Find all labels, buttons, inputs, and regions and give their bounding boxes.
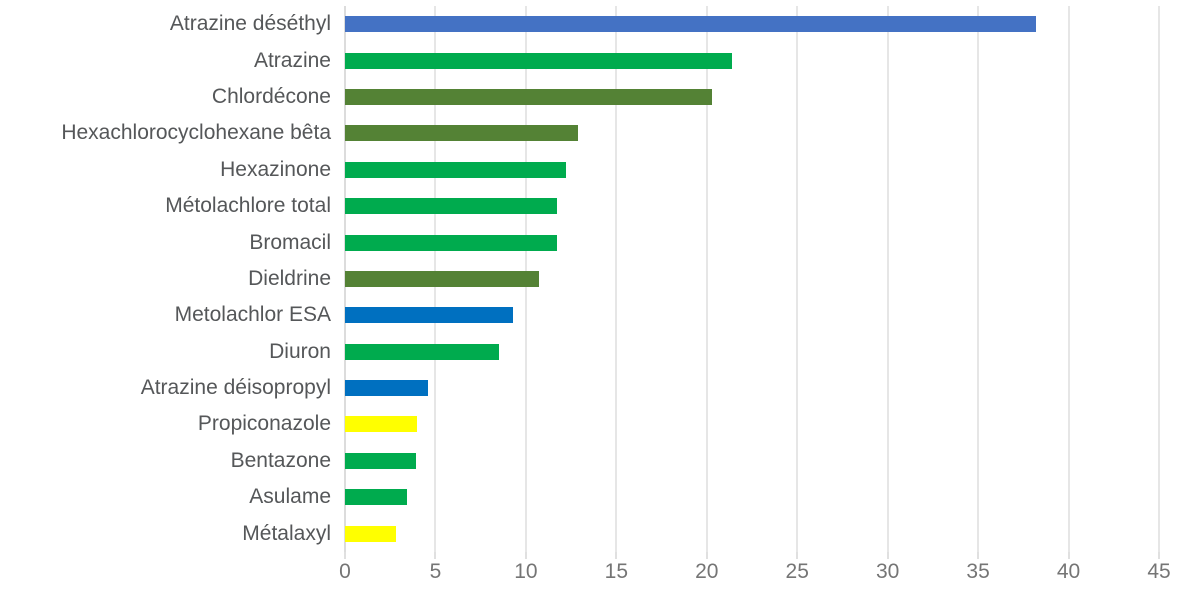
category-label: Dieldrine bbox=[248, 266, 331, 290]
plot-area bbox=[344, 6, 1160, 559]
x-axis-tickmark bbox=[796, 552, 799, 559]
bar-row bbox=[345, 42, 1159, 78]
category-label: Hexazinone bbox=[220, 157, 331, 181]
gridline bbox=[886, 6, 889, 552]
bar bbox=[345, 88, 713, 105]
x-axis-tick-label: 35 bbox=[966, 560, 990, 583]
bar bbox=[345, 234, 557, 251]
gridline bbox=[977, 6, 980, 552]
bar bbox=[345, 270, 539, 287]
bar-row bbox=[345, 6, 1159, 42]
bar bbox=[345, 380, 429, 397]
bar bbox=[345, 125, 579, 142]
bar bbox=[345, 416, 418, 433]
category-label: Asulame bbox=[249, 485, 331, 509]
x-axis-tick-label: 15 bbox=[604, 560, 629, 583]
bar-row bbox=[345, 152, 1159, 188]
bar-row bbox=[345, 443, 1159, 479]
category-label: Propiconazole bbox=[197, 412, 331, 436]
category-label: Atrazine bbox=[253, 48, 331, 72]
bar-row bbox=[345, 79, 1159, 115]
x-axis-tickmark bbox=[524, 552, 527, 559]
bar bbox=[345, 161, 566, 178]
bar bbox=[345, 489, 407, 506]
category-label: Chlordécone bbox=[211, 84, 331, 108]
category-label: Metolachlor ESA bbox=[174, 303, 331, 327]
bar bbox=[345, 307, 514, 324]
x-axis-tick-label: 20 bbox=[695, 560, 719, 583]
bar-row bbox=[345, 261, 1159, 297]
x-axis-tick-label: 25 bbox=[785, 560, 809, 583]
category-label: Atrazine déisopropyl bbox=[140, 376, 331, 400]
category-label: Diuron bbox=[269, 339, 331, 363]
x-axis-tick-label: 30 bbox=[875, 560, 900, 583]
x-axis-tick-label: 0 bbox=[339, 560, 351, 583]
bar bbox=[345, 452, 416, 469]
gridline bbox=[1067, 6, 1070, 552]
category-label: Hexachlorocyclohexane bêta bbox=[61, 121, 331, 145]
gridline bbox=[615, 6, 618, 552]
x-axis-tickmark bbox=[977, 552, 980, 559]
bar-rows bbox=[345, 6, 1159, 552]
x-axis-tickmark bbox=[434, 552, 437, 559]
category-label: Métolachlore total bbox=[165, 194, 331, 218]
x-axis-tickmark bbox=[705, 552, 708, 559]
x-axis-tickmark bbox=[344, 552, 346, 559]
bar bbox=[345, 343, 499, 360]
x-axis-tick-label: 10 bbox=[514, 560, 538, 583]
gridline bbox=[705, 6, 708, 552]
category-label: Métalaxyl bbox=[242, 521, 331, 545]
bar-row bbox=[345, 224, 1159, 260]
gridline bbox=[1158, 6, 1160, 552]
x-axis-tickmark bbox=[886, 552, 889, 559]
bar bbox=[345, 52, 733, 69]
x-axis-tickmark bbox=[615, 552, 618, 559]
x-axis-tick-label: 5 bbox=[429, 560, 442, 583]
bar-row bbox=[345, 115, 1159, 151]
bar-row bbox=[345, 406, 1159, 442]
x-axis-tickmark bbox=[1067, 552, 1070, 559]
category-label: Bentazone bbox=[230, 448, 331, 472]
category-label: Atrazine déséthyl bbox=[169, 12, 331, 36]
bar bbox=[345, 16, 1036, 33]
x-axis-tickmark bbox=[1158, 552, 1160, 559]
bar bbox=[345, 525, 396, 542]
x-axis-tick-label: 40 bbox=[1056, 560, 1081, 583]
bar-row bbox=[345, 334, 1159, 370]
bar bbox=[345, 198, 557, 215]
bar-row bbox=[345, 370, 1159, 406]
bar-row bbox=[345, 188, 1159, 224]
bar-row bbox=[345, 515, 1159, 551]
bar-row bbox=[345, 479, 1159, 515]
gridline bbox=[796, 6, 799, 552]
category-label: Bromacil bbox=[249, 230, 331, 254]
x-axis-tick-label: 45 bbox=[1147, 560, 1171, 583]
bar-row bbox=[345, 297, 1159, 333]
y-axis-labels: Atrazine déséthyl Atrazine Chlordécone Hexa… bbox=[0, 6, 331, 552]
